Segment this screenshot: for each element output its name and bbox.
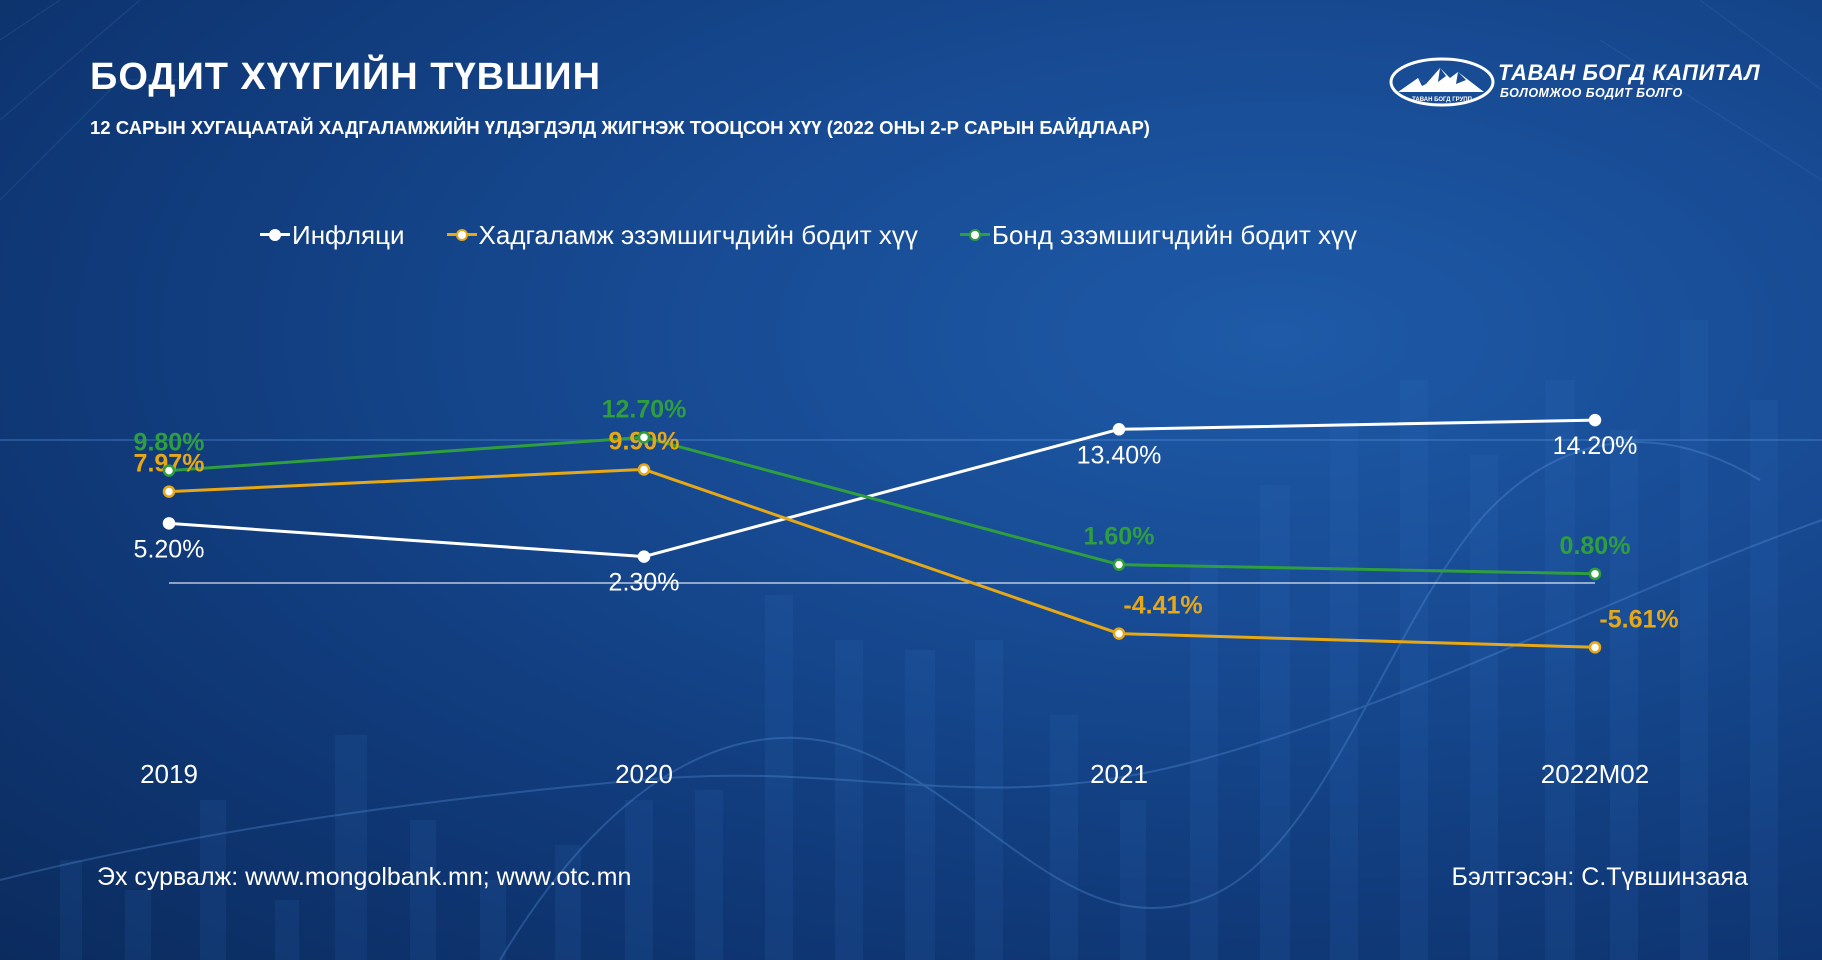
- data-point-inflation: [1588, 413, 1602, 427]
- mountain-logo-icon: ТАВАН БОГД ГРУПП: [1389, 57, 1495, 107]
- x-tick-label: 2020: [615, 759, 673, 789]
- data-point-deposit: [1112, 627, 1126, 640]
- data-point-bond: [1112, 558, 1126, 571]
- page-title: БОДИТ ХҮҮГИЙН ТҮВШИН: [90, 56, 602, 98]
- legend-marker-bond: [959, 225, 990, 245]
- logo-name: ТАВАН БОГД КАПИТАЛ: [1498, 60, 1761, 85]
- data-point-inflation: [637, 550, 651, 563]
- legend-label: Бонд эзэмшигчдийн бодит хүү: [991, 219, 1357, 250]
- data-label-bond: 12.70%: [602, 395, 687, 423]
- data-label-deposit: -5.61%: [1599, 605, 1678, 633]
- legend-label: Инфляци: [292, 219, 405, 250]
- legend-marker-deposit: [446, 225, 477, 245]
- data-point-deposit: [162, 485, 176, 498]
- legend-marker-inflation: [260, 225, 290, 245]
- data-point-inflation: [1112, 423, 1126, 436]
- logo-tagline: БОЛОМЖОО БОДИТ БОЛГО: [1500, 86, 1683, 100]
- data-point-bond: [1588, 567, 1602, 581]
- source-note: Эх сурвалж: www.mongolbank.mn; www.otc.m…: [97, 863, 632, 891]
- x-tick-label: 2021: [1090, 759, 1148, 789]
- data-point-deposit: [637, 463, 651, 476]
- data-label-bond: 1.60%: [1084, 523, 1155, 551]
- data-label-inflation: 2.30%: [609, 569, 680, 597]
- data-label-bond: 0.80%: [1560, 532, 1631, 560]
- data-label-inflation: 5.20%: [134, 535, 205, 563]
- company-logo: ТАВАН БОГД ГРУПП ТАВАН БОГД КАПИТАЛ БОЛО…: [1388, 56, 1760, 108]
- data-label-inflation: 14.20%: [1553, 432, 1638, 460]
- data-point-bond: [637, 431, 651, 444]
- data-label-deposit: -4.41%: [1123, 592, 1202, 620]
- legend-item-deposit: Хадгаламж эзэмшигчдийн бодит хүү: [446, 219, 918, 251]
- author-note: Бэлтгэсэн: С.Түвшинзаяа: [1451, 863, 1748, 891]
- series-line-bond: [168, 435, 1596, 576]
- legend-item-inflation: Инфляци: [260, 220, 405, 251]
- svg-text:ТАВАН БОГД ГРУПП: ТАВАН БОГД ГРУПП: [1412, 97, 1472, 103]
- legend-label: Хадгаламж эзэмшигчдийн бодит хүү: [478, 219, 918, 250]
- data-point-bond: [162, 464, 176, 477]
- x-tick-label: 2022M02: [1541, 759, 1649, 789]
- series-line-inflation: [168, 418, 1596, 559]
- data-label-bond: 9.80%: [134, 429, 205, 457]
- x-tick-label: 2019: [140, 759, 198, 789]
- page-subtitle: 12 САРЫН ХУГАЦААТАЙ ХАДГАЛАМЖИЙН ҮЛДЭГДЭ…: [90, 117, 1150, 138]
- data-label-inflation: 13.40%: [1077, 441, 1162, 469]
- data-point-deposit: [1588, 641, 1602, 654]
- series-line-deposit: [168, 467, 1596, 649]
- chart-legend: Инфляци Хадгаламж эзэмшигчдийн бодит хүү…: [260, 218, 1399, 252]
- legend-item-bond: Бонд эзэмшигчдийн бодит хүү: [959, 219, 1357, 251]
- data-point-inflation: [162, 517, 176, 530]
